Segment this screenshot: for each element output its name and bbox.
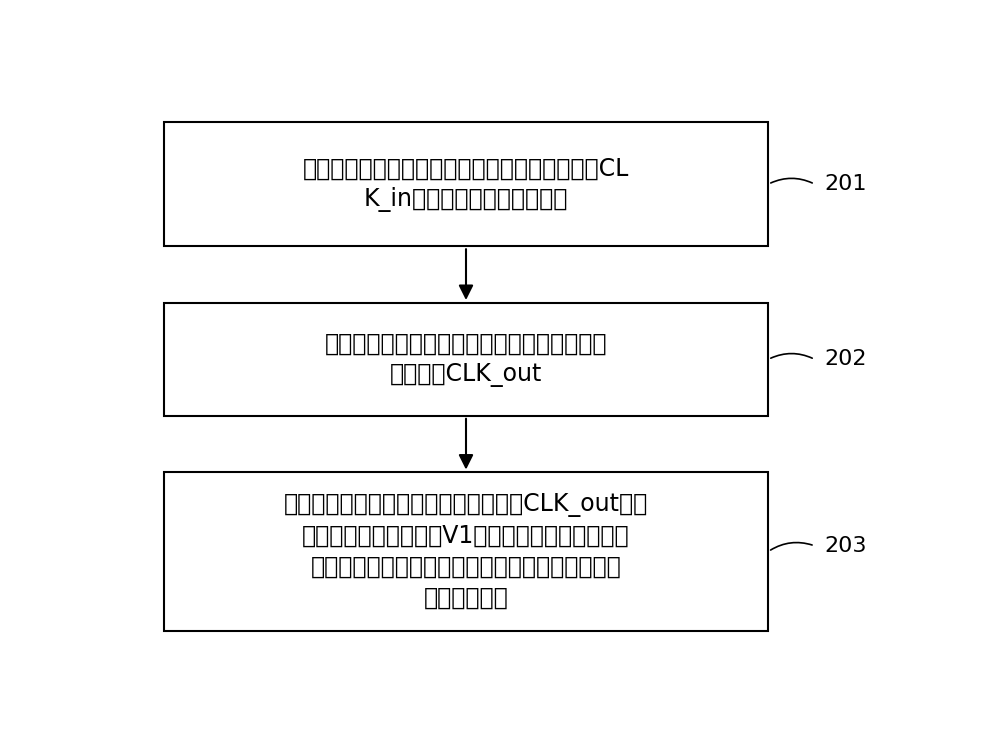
FancyBboxPatch shape bbox=[164, 303, 768, 416]
Text: 低电平转换为控制电压V1至该直流电压调节电路，: 低电平转换为控制电压V1至该直流电压调节电路， bbox=[302, 524, 630, 548]
Text: 201: 201 bbox=[824, 174, 867, 195]
Text: 利用控制电压产生电路将输出时钟信号CLK_out的高: 利用控制电压产生电路将输出时钟信号CLK_out的高 bbox=[284, 493, 648, 517]
Text: 钟的直流偏压: 钟的直流偏压 bbox=[424, 586, 508, 610]
FancyBboxPatch shape bbox=[164, 122, 768, 247]
FancyBboxPatch shape bbox=[164, 473, 768, 631]
Text: 202: 202 bbox=[824, 349, 867, 369]
Text: K_in转换为直流偏压受控时钟: K_in转换为直流偏压受控时钟 bbox=[364, 187, 568, 212]
Text: 利用反相器将直流偏压受控时钟转换为数字化: 利用反相器将直流偏压受控时钟转换为数字化 bbox=[325, 332, 607, 356]
Text: 时钟信号CLK_out: 时钟信号CLK_out bbox=[390, 363, 542, 387]
Text: 以调整该直流偏压调节电路输出的直流偏压受控时: 以调整该直流偏压调节电路输出的直流偏压受控时 bbox=[311, 555, 621, 579]
Text: 利用直流偏压调节电路将数字化的输入时钟信号CL: 利用直流偏压调节电路将数字化的输入时钟信号CL bbox=[303, 156, 629, 181]
Text: 203: 203 bbox=[824, 536, 867, 556]
